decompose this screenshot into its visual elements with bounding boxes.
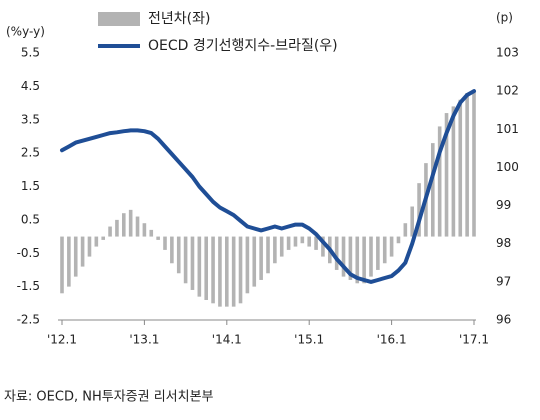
bar <box>80 236 85 267</box>
bar <box>176 236 181 274</box>
y2-tick-label: 99 <box>496 198 511 212</box>
bar <box>300 236 305 244</box>
bar <box>431 143 435 237</box>
bar <box>403 223 408 237</box>
bar <box>396 236 401 244</box>
x-tick-label: '14.1 <box>212 333 242 347</box>
bar <box>266 236 270 274</box>
bar <box>382 236 387 264</box>
bar <box>376 236 380 270</box>
x-tick-label: '13.1 <box>129 333 159 347</box>
y-tick-label: 4.5 <box>21 79 40 93</box>
bar <box>437 126 442 237</box>
y2-tick-label: 96 <box>496 313 511 327</box>
bar <box>183 236 188 284</box>
bar <box>389 236 394 257</box>
y-tick-label: 2.5 <box>21 146 40 160</box>
y-tick-label: 0.5 <box>21 212 40 226</box>
bar <box>94 236 99 247</box>
x-tick-label: '16.1 <box>377 333 407 347</box>
bar <box>286 236 291 250</box>
bar <box>149 229 154 237</box>
y-tick-label: 3.5 <box>21 112 40 126</box>
bar <box>321 236 325 257</box>
bar <box>163 236 167 250</box>
bar <box>293 236 298 247</box>
bar <box>369 236 373 277</box>
y-tick-label: 1.5 <box>21 179 40 193</box>
bar <box>252 236 257 287</box>
bar <box>115 219 119 237</box>
bar <box>458 99 463 237</box>
bar <box>334 236 339 270</box>
bar <box>273 236 277 264</box>
y2-tick-label: 100 <box>496 160 519 174</box>
bar <box>279 236 284 257</box>
legend-label: OECD 경기선행지수-브라질(우) <box>148 38 338 54</box>
legend-swatch <box>98 12 140 26</box>
bar <box>73 236 78 277</box>
y2-axis-label: (p) <box>496 11 513 25</box>
bar <box>128 209 133 237</box>
bar <box>238 236 243 304</box>
bar <box>417 183 421 237</box>
y2-tick-label: 97 <box>496 274 511 288</box>
bar <box>410 206 414 237</box>
bar <box>156 236 160 240</box>
bar <box>87 236 92 257</box>
bar <box>314 236 318 250</box>
bar <box>108 226 112 237</box>
bar <box>231 236 236 307</box>
bar <box>245 236 250 294</box>
source-note: 자료: OECD, NH투자증권 리서치본부 <box>4 390 214 405</box>
y-tick-label: -0.5 <box>17 246 40 260</box>
y-tick-label: -1.5 <box>17 279 40 293</box>
bar <box>218 236 222 307</box>
y-axis-label: (%y-y) <box>6 25 45 39</box>
bar <box>204 236 208 300</box>
x-tick-label: '12.1 <box>47 333 77 347</box>
bar <box>348 236 353 280</box>
bar <box>142 223 147 237</box>
bar <box>259 236 263 280</box>
x-tick-label: '17.1 <box>459 333 489 347</box>
bar <box>451 106 456 237</box>
y2-tick-label: 103 <box>496 46 519 60</box>
bar <box>60 236 64 294</box>
legend-label: 전년차(좌) <box>148 11 210 27</box>
bar <box>122 213 126 237</box>
y2-tick-label: 98 <box>496 236 511 250</box>
bar <box>362 236 366 284</box>
bar <box>225 236 229 307</box>
y-tick-label: 5.5 <box>21 46 40 60</box>
bar <box>307 236 311 247</box>
bar <box>197 236 202 297</box>
bar <box>444 113 449 237</box>
bar <box>170 236 174 264</box>
bar <box>67 236 71 287</box>
bar <box>135 216 140 237</box>
bar <box>211 236 215 304</box>
y2-tick-label: 102 <box>496 84 519 98</box>
bar <box>101 236 105 240</box>
bar <box>465 93 469 237</box>
bar <box>341 236 346 277</box>
y2-tick-label: 101 <box>496 122 519 136</box>
y-tick-label: -2.5 <box>17 313 40 327</box>
x-tick-label: '15.1 <box>294 333 324 347</box>
line <box>60 89 476 284</box>
bar <box>472 89 476 237</box>
bar <box>190 236 195 290</box>
bar <box>355 236 360 284</box>
